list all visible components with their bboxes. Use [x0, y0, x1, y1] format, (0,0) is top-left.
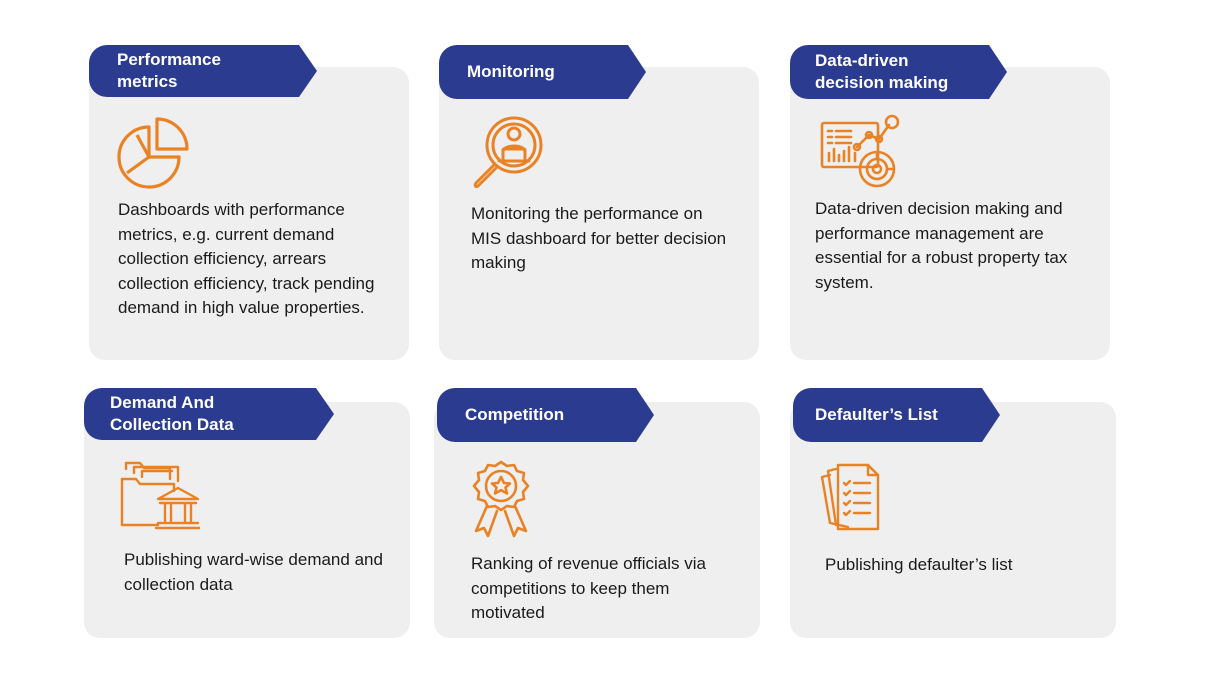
card-description: Publishing defaulter’s list [825, 555, 1013, 574]
card-title-tag: Defaulter’s List [793, 388, 1000, 442]
card-title-tag: Competition [437, 388, 654, 442]
card-description: Ranking of revenue officials via competi… [471, 554, 706, 622]
card-title-tag: Demand And Collection Data [84, 388, 334, 440]
card-description: Publishing ward-wise demand and collecti… [124, 550, 383, 594]
checklist-documents-icon [818, 461, 884, 533]
card-description: Dashboards with performance metrics, e.g… [118, 200, 375, 317]
card-title: Defaulter’s List [815, 405, 938, 424]
card-description: Monitoring the performance on MIS dashbo… [471, 204, 727, 272]
award-badge-icon [466, 459, 536, 541]
analytics-dashboard-icon [819, 113, 901, 191]
card-title: Performance metrics [117, 50, 221, 91]
card-title-tag: Data-driven decision making [790, 45, 1007, 99]
pie-chart-icon [117, 113, 193, 189]
card-monitoring [439, 67, 759, 360]
card-title: Monitoring [467, 62, 555, 81]
card-description: Data-driven decision making and performa… [815, 199, 1068, 292]
card-demand-collection [84, 402, 410, 638]
card-data-driven [790, 67, 1110, 360]
card-title-tag: Monitoring [439, 45, 646, 99]
card-title: Data-driven decision making [815, 51, 949, 92]
magnifier-user-icon [468, 113, 548, 193]
card-title: Competition [465, 405, 565, 424]
folder-bank-icon [118, 459, 200, 533]
card-title-tag: Performance metrics [89, 45, 317, 97]
card-performance-metrics [89, 67, 409, 360]
card-title: Demand And Collection Data [110, 393, 234, 434]
